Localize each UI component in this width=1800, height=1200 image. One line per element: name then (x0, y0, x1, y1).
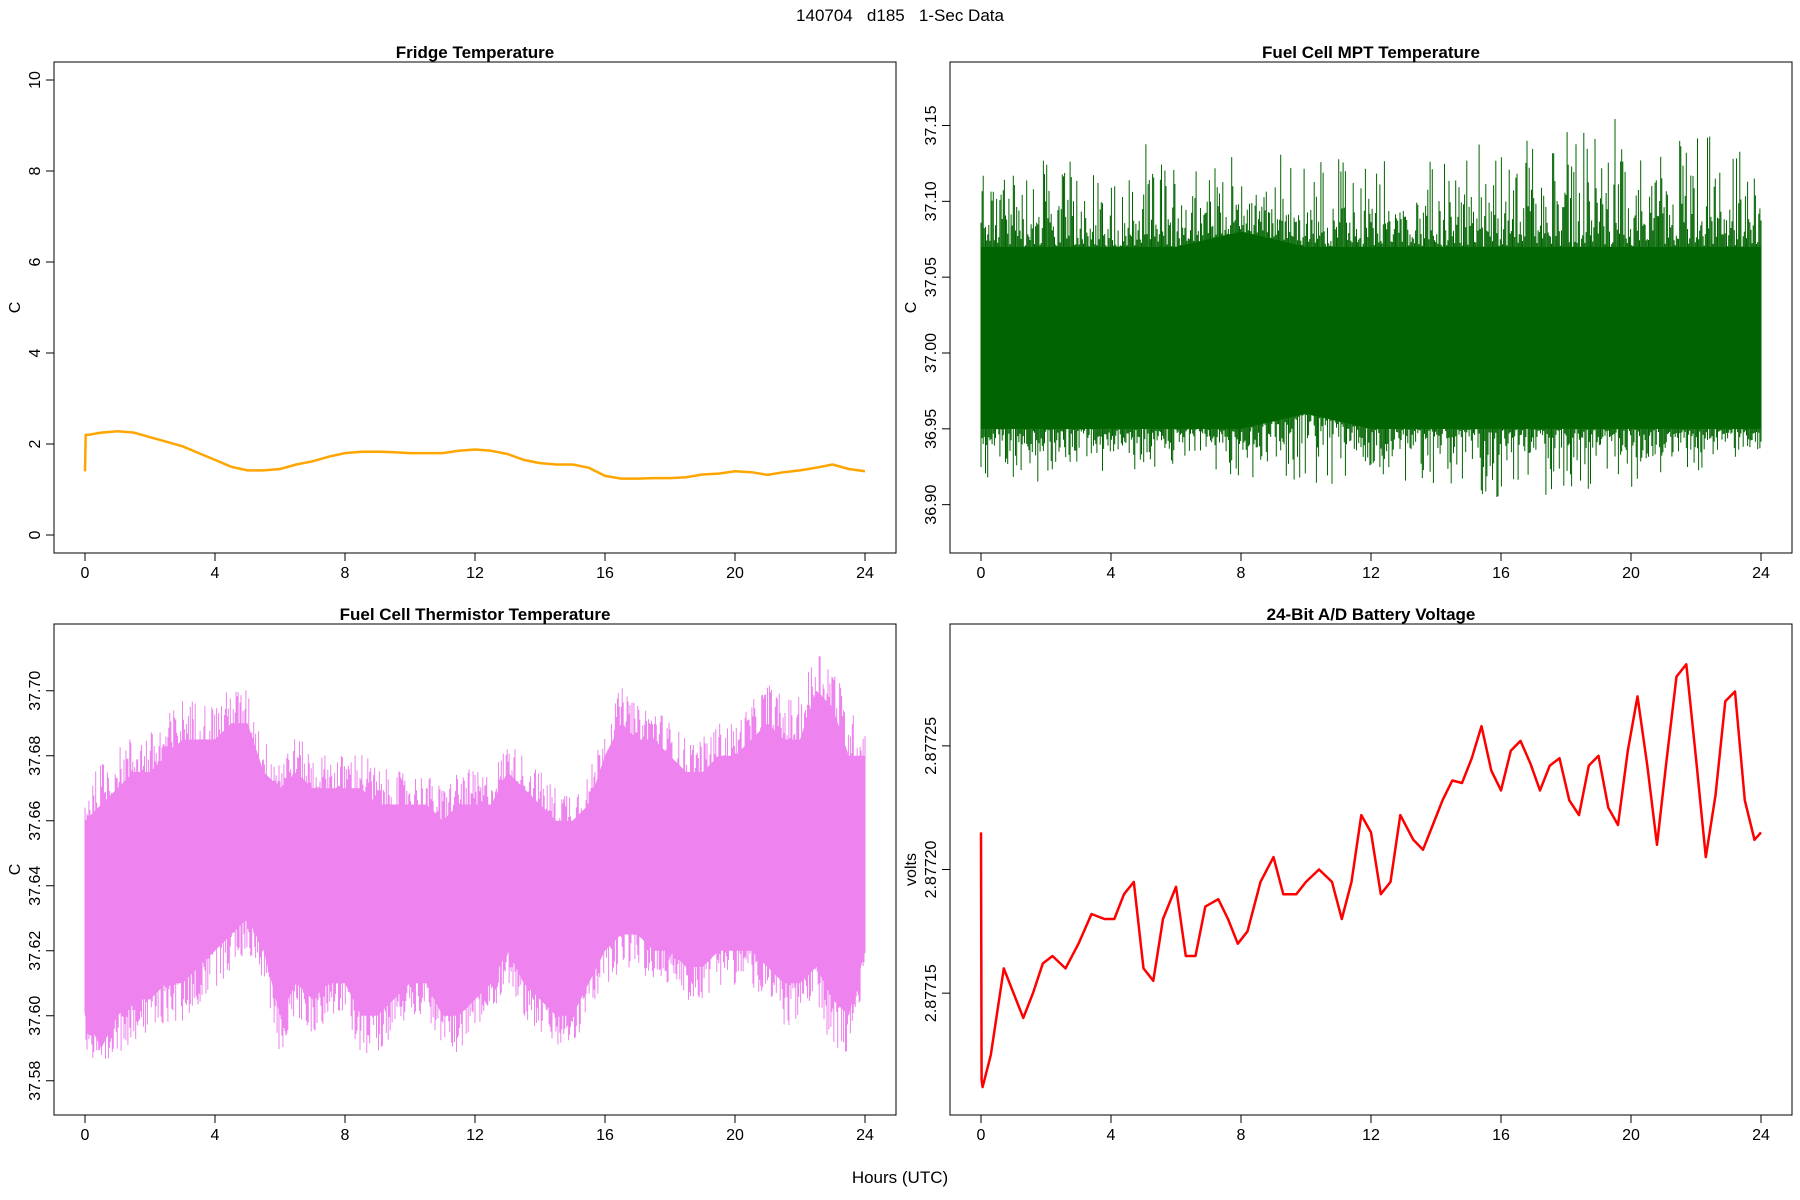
x-tick-label: 4 (211, 565, 220, 582)
y-axis-label: C (903, 302, 920, 314)
chart-panel-2: Fuel Cell MPT Temperature 0 4 8 12 16 20 24 36.9… (903, 43, 1793, 582)
x-tick-label: 24 (856, 565, 874, 582)
x-tick-label: 12 (466, 1127, 484, 1144)
y-tick-label: 4 (27, 348, 44, 357)
y-tick-label: 36.90 (923, 485, 940, 525)
data-series-line (979, 663, 1762, 1089)
x-tick-label: 0 (977, 565, 986, 582)
y-tick-label: 2.87725 (923, 717, 940, 775)
x-tick-label: 8 (341, 565, 350, 582)
chart-panel-4: 24-Bit A/D Battery Voltage 0 4 8 12 16 20 24 2.8… (903, 605, 1793, 1144)
page-title: 140704 d185 1-Sec Data (796, 6, 1004, 25)
x-tick-label: 8 (1237, 565, 1246, 582)
y-tick-label: 37.15 (923, 105, 940, 145)
y-tick-label: 37.10 (923, 181, 940, 221)
x-tick-label: 24 (856, 1127, 874, 1144)
data-series-line (980, 119, 1762, 497)
data-series-line (83, 430, 866, 480)
y-tick-label: 6 (27, 257, 44, 266)
x-tick-label: 4 (1107, 565, 1116, 582)
y-axis-label: C (7, 302, 24, 314)
y-tick-label: 37.58 (27, 1061, 44, 1101)
x-axis-label: Hours (UTC) (851, 1168, 949, 1187)
y-tick-label: 37.66 (27, 801, 44, 841)
x-tick-label: 12 (466, 565, 484, 582)
x-tick-label: 16 (1492, 565, 1510, 582)
y-tick-label: 8 (27, 166, 44, 175)
y-tick-label: 37.62 (27, 931, 44, 971)
panel-title: Fuel Cell Thermistor Temperature (340, 605, 611, 624)
x-tick-label: 0 (977, 1127, 986, 1144)
x-tick-label: 20 (1622, 1127, 1640, 1144)
y-tick-label: 0 (27, 530, 44, 539)
chart-panel-3: Fuel Cell Thermistor Temperature 0 4 8 12 16 2… (7, 605, 897, 1144)
data-series-line (84, 656, 866, 1059)
y-tick-label: 37.05 (923, 257, 940, 297)
plot-frame (949, 623, 1793, 1116)
y-tick-label: 2.87715 (923, 964, 940, 1022)
x-tick-label: 16 (1492, 1127, 1510, 1144)
x-tick-label: 12 (1362, 1127, 1380, 1144)
x-tick-label: 24 (1752, 565, 1770, 582)
x-tick-label: 12 (1362, 565, 1380, 582)
x-tick-label: 16 (596, 565, 614, 582)
y-tick-label: 2 (27, 439, 44, 448)
x-tick-label: 0 (81, 565, 90, 582)
x-tick-label: 20 (1622, 565, 1640, 582)
y-axis-label: volts (903, 853, 920, 886)
plot-frame (53, 61, 897, 554)
y-tick-label: 37.64 (27, 866, 44, 906)
y-tick-label: 37.00 (923, 333, 940, 373)
y-tick-label: 37.68 (27, 736, 44, 776)
x-tick-label: 24 (1752, 1127, 1770, 1144)
x-tick-label: 0 (81, 1127, 90, 1144)
x-tick-label: 4 (1107, 1127, 1116, 1144)
panel-title: Fridge Temperature (396, 43, 554, 62)
y-tick-label: 2.87720 (923, 840, 940, 898)
panel-title: Fuel Cell MPT Temperature (1262, 43, 1480, 62)
panel-title: 24-Bit A/D Battery Voltage (1267, 605, 1476, 624)
y-axis-label: C (7, 864, 24, 876)
y-tick-label: 10 (27, 71, 44, 89)
x-tick-label: 16 (596, 1127, 614, 1144)
x-tick-label: 8 (1237, 1127, 1246, 1144)
y-tick-label: 36.95 (923, 409, 940, 449)
x-tick-label: 20 (726, 565, 744, 582)
x-tick-label: 4 (211, 1127, 220, 1144)
x-tick-label: 8 (341, 1127, 350, 1144)
x-tick-label: 20 (726, 1127, 744, 1144)
y-tick-label: 37.60 (27, 996, 44, 1036)
y-tick-label: 37.70 (27, 671, 44, 711)
